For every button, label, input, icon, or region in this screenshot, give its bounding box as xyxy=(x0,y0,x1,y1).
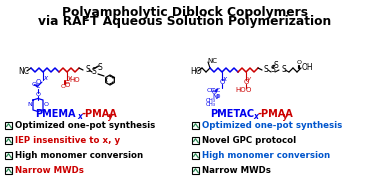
Text: PMETAC: PMETAC xyxy=(210,109,254,119)
Text: N: N xyxy=(27,102,32,108)
Text: x: x xyxy=(43,75,47,81)
Text: O: O xyxy=(212,91,216,95)
Text: ⊕: ⊕ xyxy=(216,94,220,98)
Text: HO: HO xyxy=(69,77,80,83)
FancyBboxPatch shape xyxy=(5,167,12,174)
Text: y: y xyxy=(67,75,71,81)
Text: HO: HO xyxy=(190,67,202,75)
Text: x: x xyxy=(253,112,258,121)
Text: IEP insensitive to x, y: IEP insensitive to x, y xyxy=(15,136,120,145)
Text: S: S xyxy=(92,67,96,77)
Text: x: x xyxy=(77,112,82,121)
Text: -PMAA: -PMAA xyxy=(258,109,294,119)
Text: O: O xyxy=(246,87,251,93)
FancyBboxPatch shape xyxy=(5,152,12,159)
Text: S: S xyxy=(281,64,286,74)
Text: C: C xyxy=(216,88,220,92)
Text: O: O xyxy=(243,79,249,85)
Text: NC: NC xyxy=(207,58,217,64)
Text: y: y xyxy=(246,76,250,82)
Text: y: y xyxy=(283,112,288,121)
Text: Polyampholytic Diblock Copolymers: Polyampholytic Diblock Copolymers xyxy=(62,6,308,19)
Text: S: S xyxy=(270,66,275,74)
FancyBboxPatch shape xyxy=(192,152,199,159)
Text: S: S xyxy=(264,64,269,74)
Text: S: S xyxy=(274,60,279,70)
Text: O: O xyxy=(64,82,70,88)
Text: PMEMA: PMEMA xyxy=(35,109,75,119)
Text: via RAFT Aqueous Solution Polymerization: via RAFT Aqueous Solution Polymerization xyxy=(38,15,332,28)
Text: O: O xyxy=(61,84,65,88)
FancyBboxPatch shape xyxy=(5,137,12,144)
Text: y: y xyxy=(108,112,113,121)
FancyBboxPatch shape xyxy=(192,137,199,144)
Text: High monomer conversion: High monomer conversion xyxy=(15,151,143,160)
FancyBboxPatch shape xyxy=(5,122,12,129)
Text: Optimized one-pot synthesis: Optimized one-pot synthesis xyxy=(15,121,155,130)
Text: ⊙: ⊙ xyxy=(211,88,216,92)
Text: S: S xyxy=(85,64,90,74)
Text: O: O xyxy=(36,79,41,85)
Text: O: O xyxy=(219,79,225,85)
Text: CH₃: CH₃ xyxy=(206,102,216,108)
Text: N: N xyxy=(212,94,218,100)
Text: O: O xyxy=(296,60,302,66)
Text: -PMAA: -PMAA xyxy=(82,109,118,119)
Text: NC: NC xyxy=(18,67,29,75)
Text: OH: OH xyxy=(302,64,314,73)
Text: O: O xyxy=(36,91,40,97)
Text: O: O xyxy=(44,102,49,108)
Text: O: O xyxy=(31,83,37,88)
Text: HO: HO xyxy=(235,87,246,93)
Text: Narrow MWDs: Narrow MWDs xyxy=(15,166,84,175)
Text: Novel GPC protocol: Novel GPC protocol xyxy=(202,136,296,145)
Text: S: S xyxy=(98,63,103,71)
Text: x: x xyxy=(222,76,226,82)
Text: CH₃: CH₃ xyxy=(206,98,216,102)
Text: High monomer conversion: High monomer conversion xyxy=(202,151,330,160)
Text: Narrow MWDs: Narrow MWDs xyxy=(202,166,271,175)
Text: C: C xyxy=(36,84,40,90)
Text: Optimized one-pot synthesis: Optimized one-pot synthesis xyxy=(202,121,342,130)
Text: Cl: Cl xyxy=(207,88,213,92)
Text: C: C xyxy=(65,80,69,84)
FancyBboxPatch shape xyxy=(192,167,199,174)
FancyBboxPatch shape xyxy=(192,122,199,129)
